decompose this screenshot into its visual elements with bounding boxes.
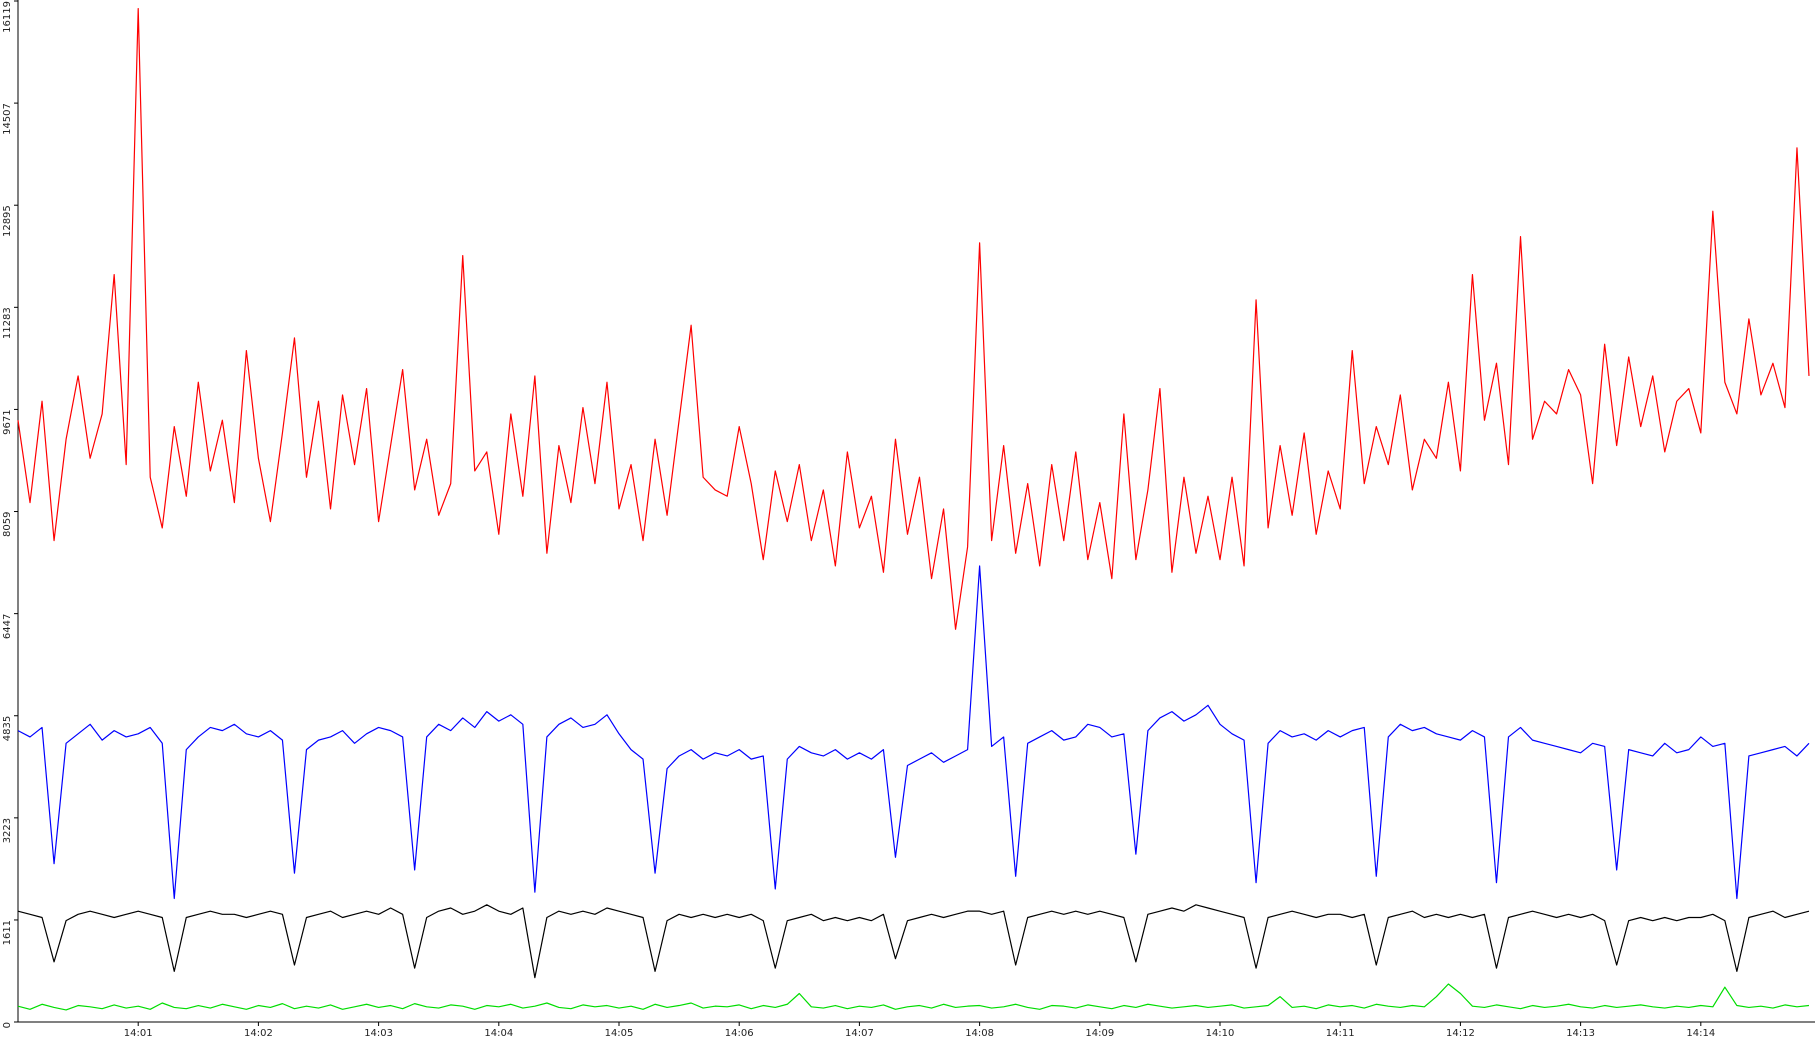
series-line (17, 983, 1810, 1011)
x-tick-label: 14:04 (484, 1028, 513, 1039)
y-tick-label: 0 (2, 1022, 13, 1028)
y-tick-label: 6447 (2, 614, 13, 639)
x-tick-label: 14:10 (1206, 1028, 1235, 1039)
y-tick-label: 1611 (2, 920, 13, 945)
x-tick-label: 14:13 (1566, 1028, 1595, 1039)
x-tick-label: 14:05 (605, 1028, 634, 1039)
y-tick-label: 14507 (2, 103, 13, 135)
x-tick-label: 14:07 (845, 1028, 874, 1039)
series-line (17, 565, 1810, 900)
y-tick-label: 12895 (2, 205, 13, 237)
y-tick-label: 4835 (2, 716, 13, 741)
y-tick-label: 8059 (2, 512, 13, 537)
x-tick-label: 14:02 (244, 1028, 273, 1039)
y-tick-label: 3223 (2, 818, 13, 843)
series-line (17, 904, 1810, 979)
plot-area (17, 7, 1810, 1011)
x-tick-label: 14:08 (965, 1028, 994, 1039)
y-tick-label: 9671 (2, 409, 13, 434)
x-tick-label: 14:14 (1686, 1028, 1715, 1039)
x-tick-label: 14:11 (1326, 1028, 1355, 1039)
x-tick-label: 14:03 (364, 1028, 393, 1039)
series-line (17, 7, 1810, 630)
y-tick-label: 11283 (2, 307, 13, 339)
x-tick-label: 14:09 (1085, 1028, 1114, 1039)
x-tick-label: 14:01 (124, 1028, 153, 1039)
x-tick-label: 14:06 (725, 1028, 754, 1039)
y-tick-label: 16119 (2, 1, 13, 33)
x-tick-label: 14:12 (1446, 1028, 1475, 1039)
